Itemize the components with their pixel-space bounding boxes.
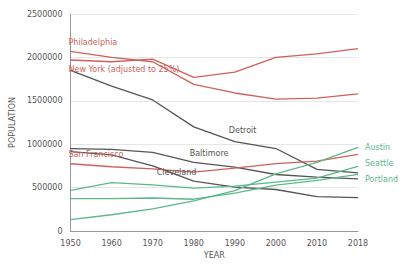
svg-text:Baltimore: Baltimore	[190, 149, 229, 158]
svg-text:2000: 2000	[266, 239, 286, 248]
svg-text:500000: 500000	[32, 183, 63, 192]
svg-text:Cleveland: Cleveland	[157, 168, 197, 177]
svg-text:1980: 1980	[184, 239, 204, 248]
svg-text:1990: 1990	[225, 239, 245, 248]
svg-text:New York (adjusted to 25%): New York (adjusted to 25%)	[69, 65, 180, 74]
svg-text:2000000: 2000000	[27, 53, 63, 62]
svg-text:Portland: Portland	[365, 175, 398, 184]
svg-text:Austin: Austin	[365, 143, 390, 152]
svg-text:2018: 2018	[348, 239, 368, 248]
svg-text:1970: 1970	[142, 239, 162, 248]
svg-text:Detroit: Detroit	[229, 126, 257, 135]
svg-text:2500000: 2500000	[27, 10, 63, 19]
svg-text:Seattle: Seattle	[365, 159, 393, 168]
svg-text:1000000: 1000000	[27, 140, 63, 149]
svg-text:1500000: 1500000	[27, 96, 63, 105]
svg-text:1950: 1950	[60, 239, 80, 248]
svg-text:0: 0	[57, 227, 62, 236]
svg-text:Philadelphia: Philadelphia	[69, 38, 118, 47]
svg-text:2010: 2010	[307, 239, 327, 248]
svg-text:1960: 1960	[101, 239, 121, 248]
svg-text:POPULATION: POPULATION	[8, 97, 17, 148]
svg-text:YEAR: YEAR	[203, 251, 225, 260]
svg-text:San Francisco: San Francisco	[69, 150, 124, 159]
